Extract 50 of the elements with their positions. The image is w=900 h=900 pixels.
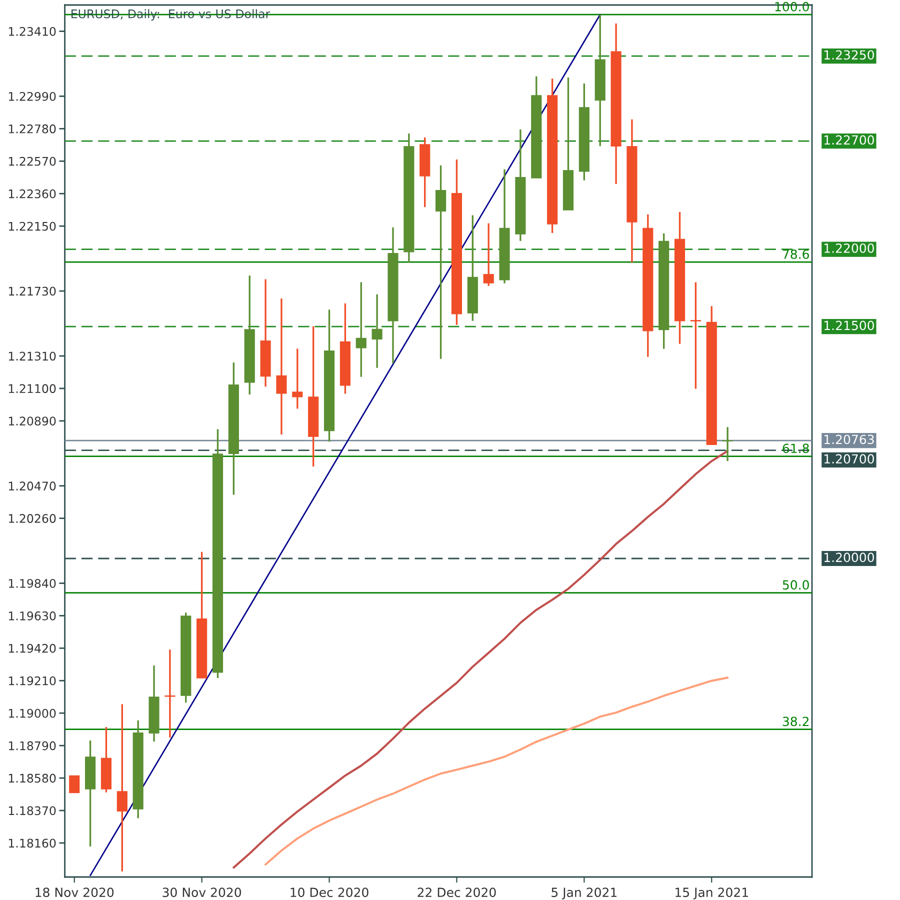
y-tick-label: 1.20890 — [8, 416, 56, 426]
candlestick — [372, 293, 382, 369]
y-tick-label: 1.18580 — [8, 774, 56, 783]
y-tick-label: 1.22990 — [8, 92, 56, 101]
candlestick — [276, 298, 287, 436]
x-tick-label: 22 Dec 2020 — [418, 888, 496, 898]
ref-line-label: 1.22000 — [824, 243, 874, 253]
y-tick-label: 1.22780 — [8, 124, 56, 134]
x-tick-label: 30 Nov 2020 — [162, 888, 242, 898]
y-tick-label: 1.21730 — [8, 286, 56, 296]
candlestick — [116, 703, 128, 872]
candlestick — [69, 775, 80, 794]
ref-line-label: 1.20763 — [824, 434, 874, 444]
y-tick-label: 1.20470 — [8, 482, 56, 490]
ref-line-label: 1.23250 — [824, 50, 874, 60]
candlestick — [164, 648, 176, 738]
y-tick-label: 1.18160 — [8, 838, 56, 848]
x-tick-label: 10 Dec 2020 — [290, 888, 368, 898]
y-tick-label: 1.19000 — [8, 708, 56, 718]
candlestick — [436, 164, 446, 360]
y-tick-label: 1.18370 — [8, 806, 56, 816]
line-series — [264, 676, 729, 866]
y-tick-label: 1.19420 — [8, 644, 56, 653]
x-tick-label: 18 Nov 2020 — [36, 888, 114, 898]
y-tick-label: 1.19210 — [8, 676, 56, 686]
annotation: 50.0 — [782, 580, 809, 590]
candlestick — [483, 222, 494, 287]
x-tick-label: 5 Jan 2021 — [552, 888, 617, 900]
annotation: 78.6 — [782, 249, 809, 259]
candlestick — [690, 281, 701, 390]
y-tick-label: 1.20260 — [8, 514, 56, 523]
ref-line-label: 1.21500 — [824, 320, 874, 330]
y-tick-label: 1.19630 — [8, 611, 56, 620]
y-tick-label: 1.21100 — [8, 384, 56, 394]
candlestick — [722, 426, 733, 462]
y-tick-label: 1.19840 — [8, 578, 56, 588]
candlestick — [356, 281, 366, 378]
y-tick-label: 1.22570 — [8, 156, 56, 166]
candlestick — [292, 348, 303, 410]
annotation: 38.2 — [782, 716, 809, 726]
line-series — [232, 450, 729, 869]
x-tick-label: 15 Jan 2021 — [676, 888, 748, 900]
y-tick-label: 1.23410 — [8, 27, 56, 36]
ref-line-label: 1.22700 — [824, 135, 874, 145]
ref-line-label: 1.20000 — [824, 552, 874, 562]
y-tick-label: 1.22360 — [8, 189, 56, 198]
y-tick-label: 1.18790 — [8, 741, 56, 750]
y-tick-label: 1.21310 — [8, 352, 56, 361]
y-tick-label: 1.22150 — [8, 222, 56, 231]
ref-line-label: 1.20700 — [824, 454, 874, 464]
